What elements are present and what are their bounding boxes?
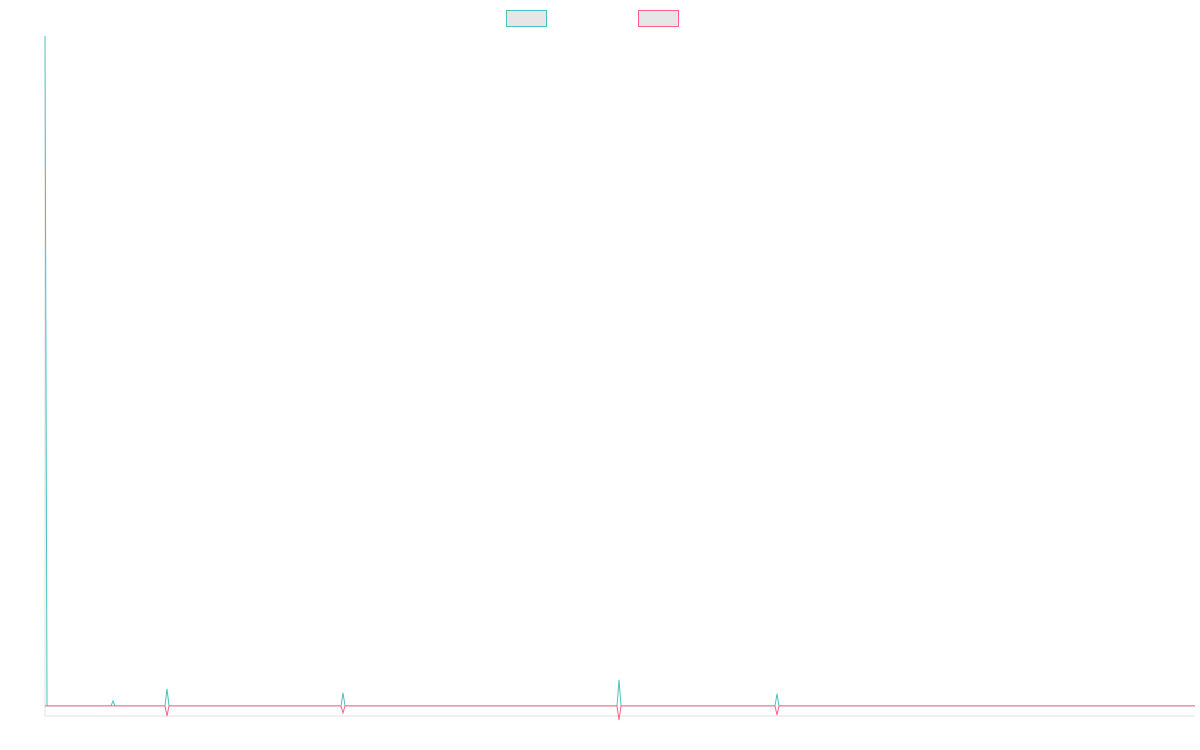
legend-swatch-2[interactable] [638, 10, 679, 27]
axes [44, 36, 1195, 717]
legend-swatch-1[interactable] [506, 10, 547, 27]
series-line-2 [45, 705, 1195, 721]
series-line-1 [44, 35, 1195, 707]
legend [506, 10, 679, 27]
series-layer [44, 35, 1195, 721]
